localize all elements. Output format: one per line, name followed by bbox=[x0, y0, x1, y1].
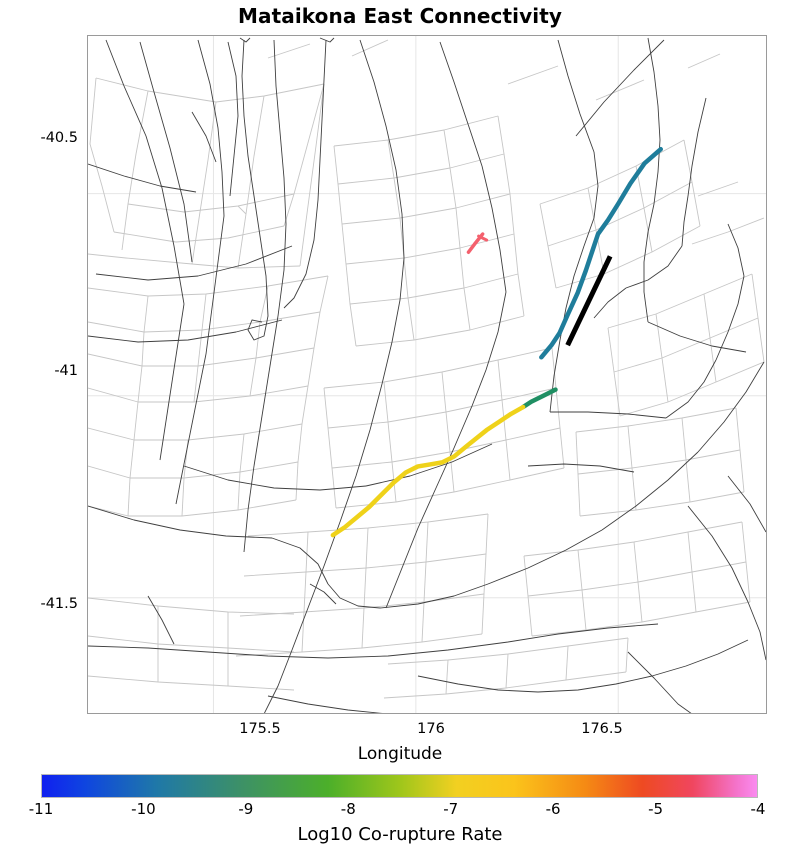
colorbar-tick-label: -9 bbox=[238, 800, 254, 818]
colorbar-tick-label: -4 bbox=[750, 800, 766, 818]
connected-fault-red-small-trace-tick bbox=[477, 234, 489, 242]
source-fault-trace bbox=[565, 255, 613, 347]
connected-fault-teal-north-trace bbox=[539, 146, 663, 360]
x-tick-label: 175.5 bbox=[239, 721, 281, 737]
colorbar-tick-label: -6 bbox=[545, 800, 561, 818]
connected-fault-green-short-segment bbox=[520, 387, 558, 410]
source-fault-line bbox=[565, 255, 613, 347]
x-tick-label: 176.5 bbox=[581, 721, 623, 737]
connected-fault-yellow-south-trace bbox=[330, 404, 526, 538]
map-svg bbox=[88, 36, 766, 713]
colorbar-tick-label: -5 bbox=[648, 800, 664, 818]
connected-fault-traces bbox=[330, 146, 663, 538]
colorbar-label: Log10 Co-rupture Rate bbox=[297, 824, 503, 845]
colorbar-tick-label: -10 bbox=[131, 800, 156, 818]
background-fault-network-dark bbox=[88, 37, 766, 713]
colorbar bbox=[41, 774, 758, 798]
x-tick-label: 176 bbox=[417, 721, 445, 737]
page-title: Mataikona East Connectivity bbox=[237, 4, 563, 28]
colorbar-tick-label: -7 bbox=[443, 800, 459, 818]
colorbar-tick-label: -11 bbox=[28, 800, 54, 818]
colorbar-gradient bbox=[41, 774, 758, 798]
background-fault-network-light bbox=[88, 39, 765, 699]
map-plot-area bbox=[87, 35, 767, 714]
y-tick-label: -40.5 bbox=[40, 130, 78, 146]
colorbar-tick-labels: -11 -10 -9 -8 -7 -6 -5 -4 bbox=[29, 800, 766, 822]
y-tick-label: -41 bbox=[54, 363, 78, 379]
colorbar-tick-label: -8 bbox=[340, 800, 356, 818]
gridlines bbox=[88, 36, 766, 713]
x-axis-label: Longitude bbox=[357, 744, 443, 764]
y-tick-label: -41.5 bbox=[40, 596, 78, 612]
